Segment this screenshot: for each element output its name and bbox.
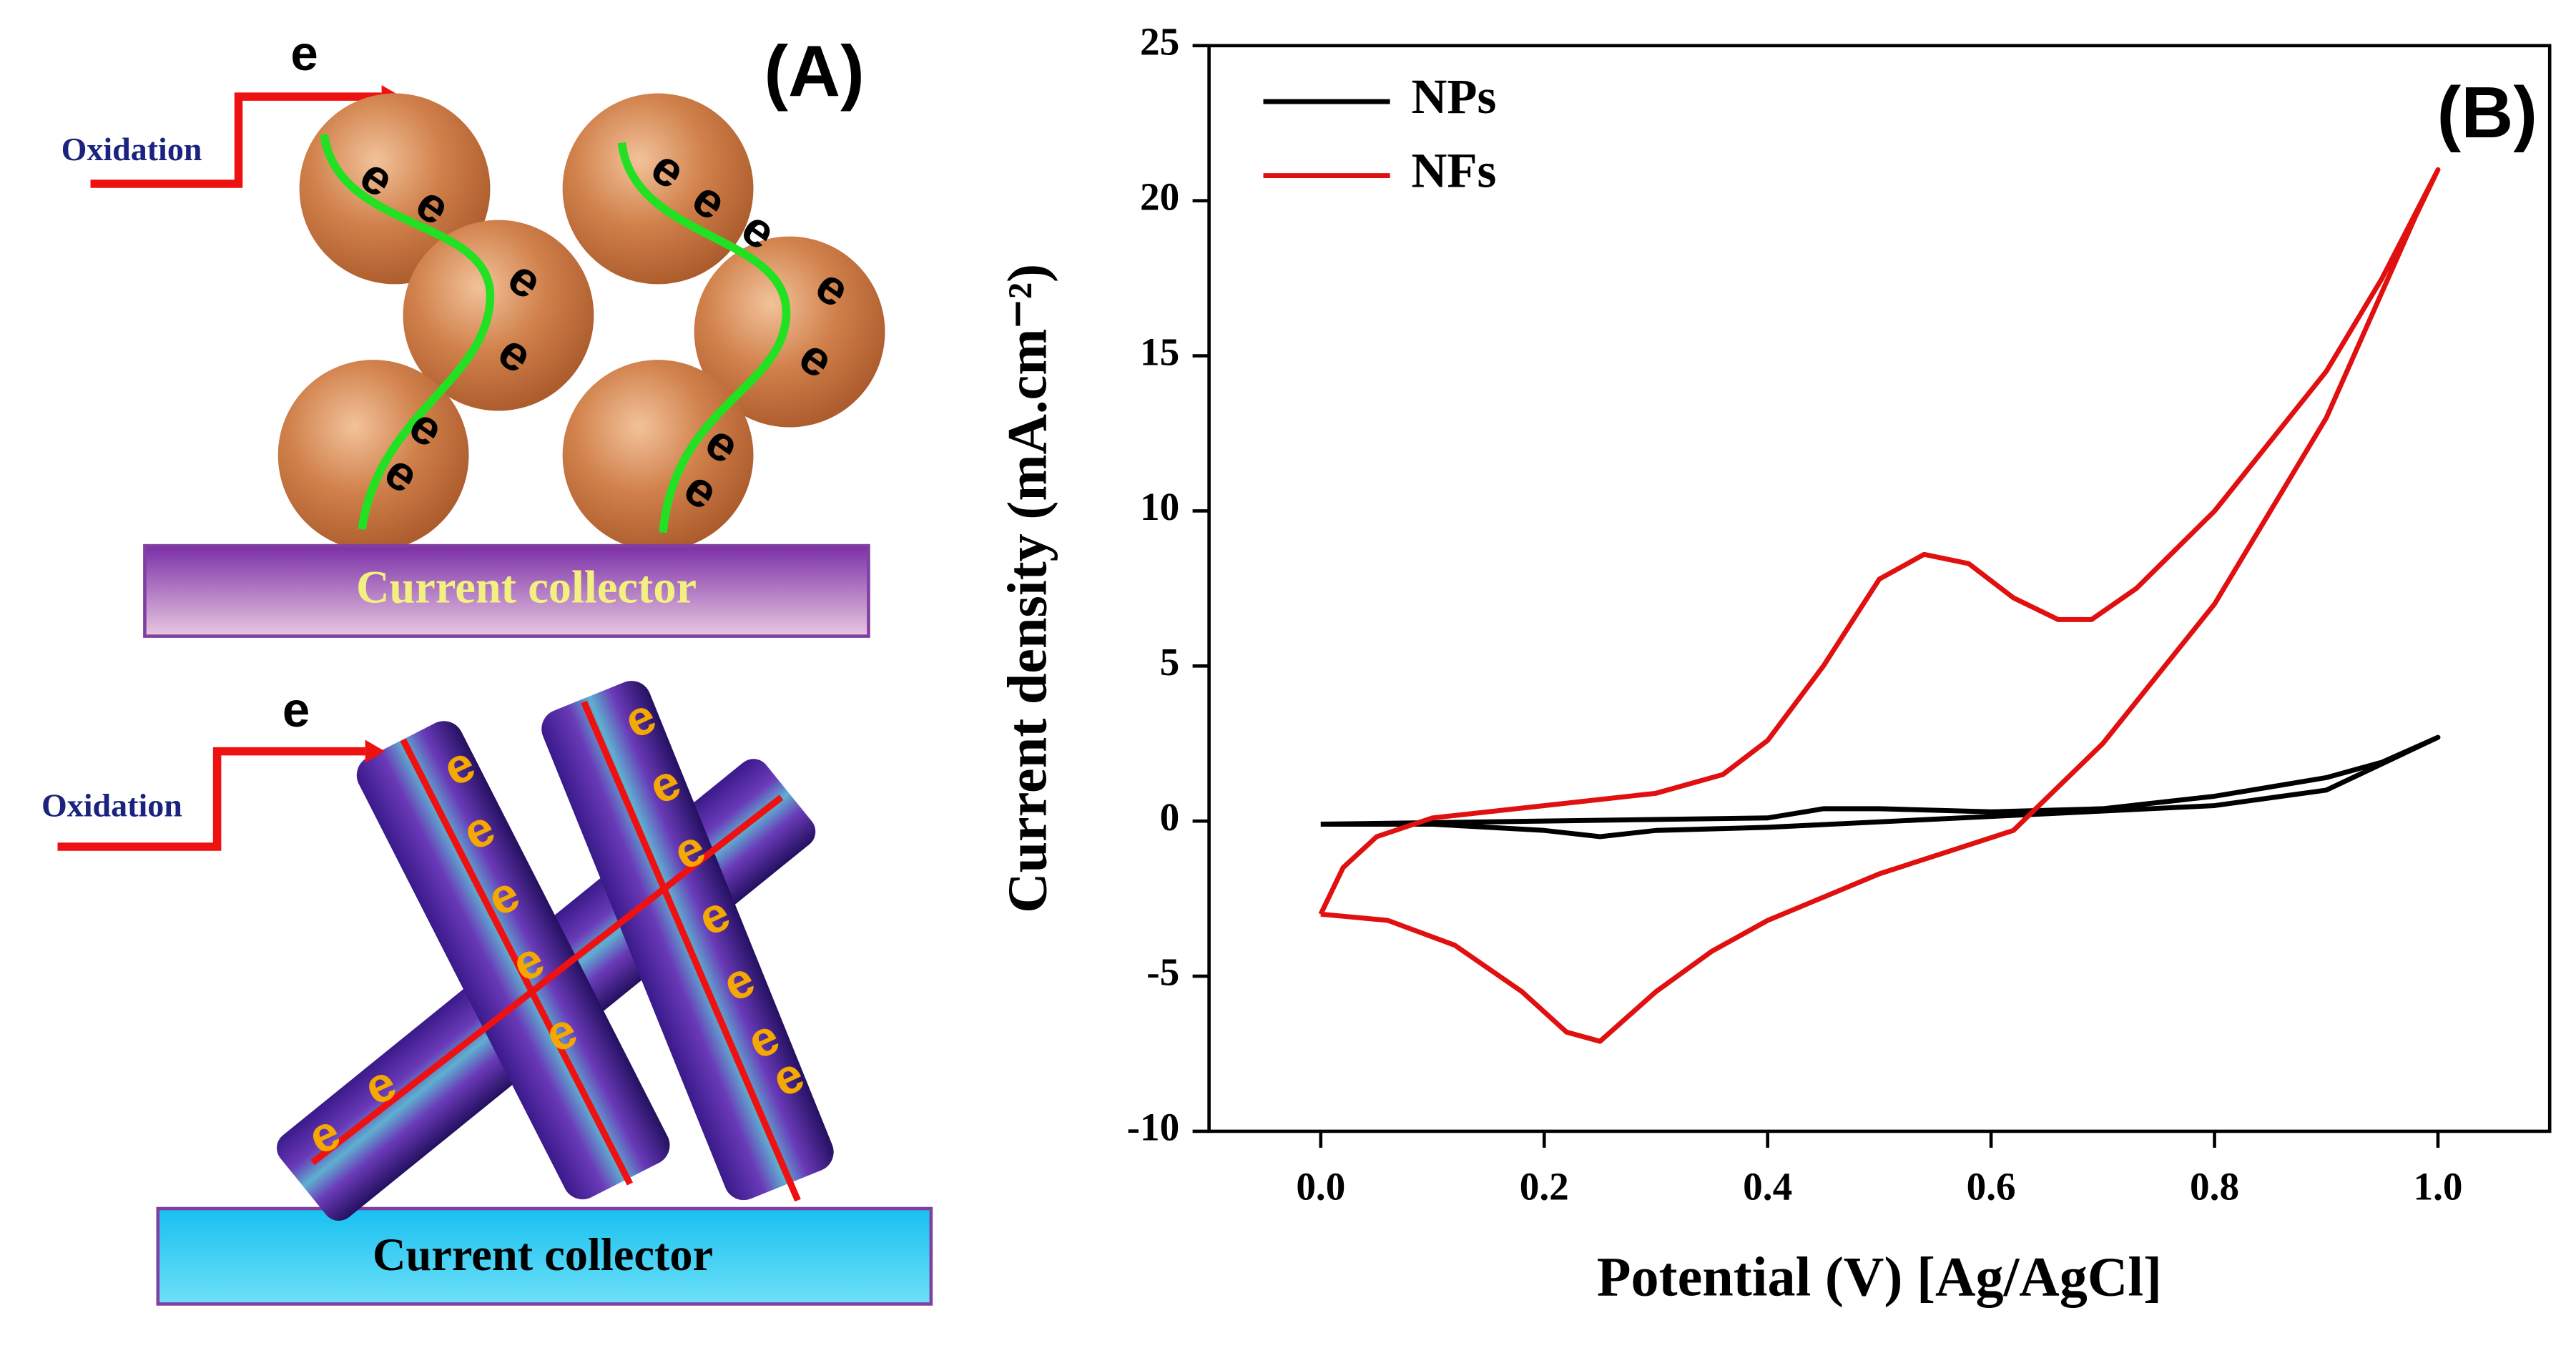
oxidation-label: Oxidation [62,131,202,167]
particle [562,360,754,551]
collector-label: Current collector [373,1229,713,1280]
arrow [57,747,365,851]
legend-label: NFs [1412,143,1497,197]
legend-label: NPs [1412,69,1497,124]
y-tick-label: 15 [1140,330,1179,373]
electron-path [400,738,634,1186]
x-axis-title: Potential (V) [Ag/AgCl] [1597,1246,2162,1308]
electron-path [581,700,801,1202]
x-tick-label: 0.6 [1967,1164,2016,1208]
electron-path [617,142,791,533]
x-tick-label: 0.2 [1520,1164,1569,1208]
y-tick-label: 20 [1140,174,1179,218]
panel-label: (B) [2437,72,2537,153]
panel-a-top [90,85,885,638]
panel-a-bottom [57,681,933,1306]
series-line [1320,734,2441,840]
collector-label: Current collector [356,561,697,612]
current-collector [156,1206,933,1306]
electron-label: e [282,682,310,737]
y-axis-title: Current density (mA.cm⁻²) [996,264,1058,913]
y-tick-label: -10 [1127,1106,1180,1149]
current-collector [143,543,870,638]
x-tick-label: 0.0 [1296,1164,1345,1208]
y-tick-label: 5 [1160,640,1180,684]
electron-path [310,794,784,1166]
y-tick-label: 10 [1140,485,1179,528]
plot-frame [1207,44,2552,1133]
panel-label: (A) [764,31,864,112]
particle [403,220,594,411]
y-tick-label: 25 [1140,20,1179,64]
arrowhead [365,739,385,763]
electron-path [320,134,495,530]
x-tick-label: 0.4 [1743,1164,1792,1208]
oxidation-label: Oxidation [41,787,182,824]
y-tick-label: -5 [1146,950,1179,994]
particle [694,236,885,428]
series-line [1318,167,2441,1044]
arrow [90,92,382,188]
x-tick-label: 0.8 [2190,1164,2239,1208]
x-tick-label: 1.0 [2413,1164,2462,1208]
electron-label: e [290,26,318,81]
y-tick-label: 0 [1160,795,1180,839]
